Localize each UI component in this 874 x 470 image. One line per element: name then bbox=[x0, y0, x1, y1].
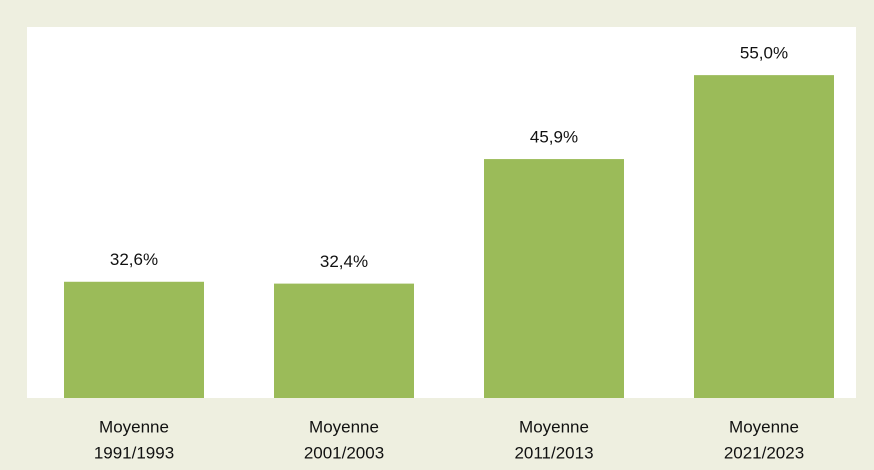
bar bbox=[694, 75, 834, 398]
bar bbox=[484, 159, 624, 398]
x-tick-label: Moyenne bbox=[99, 417, 169, 436]
x-tick-label: Moyenne bbox=[729, 417, 799, 436]
bar bbox=[64, 281, 204, 398]
bar bbox=[274, 283, 414, 398]
x-tick-label: Moyenne bbox=[519, 417, 589, 436]
x-tick-label: 2011/2013 bbox=[514, 443, 593, 462]
data-label: 32,4% bbox=[320, 252, 368, 271]
x-tick-label: Moyenne bbox=[309, 417, 379, 436]
data-label: 55,0% bbox=[740, 44, 788, 63]
data-label: 45,9% bbox=[530, 128, 578, 147]
x-tick-label: 1991/1993 bbox=[94, 443, 174, 462]
data-label: 32,6% bbox=[110, 250, 158, 269]
x-tick-label: 2021/2023 bbox=[724, 443, 804, 462]
x-tick-label: 2001/2003 bbox=[304, 443, 384, 462]
